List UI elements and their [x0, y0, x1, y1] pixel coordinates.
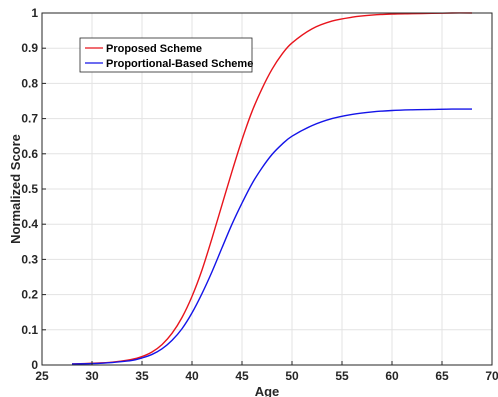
y-tick-label: 0.2 — [21, 288, 38, 302]
x-tick-label: 45 — [235, 369, 249, 383]
x-tick-label: 30 — [85, 369, 99, 383]
y-tick-label: 0 — [31, 358, 38, 372]
y-tick-label: 0.8 — [21, 76, 38, 90]
x-tick-label: 65 — [435, 369, 449, 383]
y-tick-label: 0.4 — [21, 217, 38, 231]
x-axis-title: Age — [255, 384, 280, 397]
y-tick-label: 0.9 — [21, 41, 38, 55]
y-tick-label: 0.6 — [21, 147, 38, 161]
tick-labels: 25 30 35 40 45 50 55 60 65 70 0 0.1 0.2 0.3 0.4 0.5 0.6 0… — [21, 6, 498, 383]
y-tick-label: 0.7 — [21, 112, 38, 126]
legend-label-proposed: Proposed Scheme — [106, 43, 202, 55]
x-tick-label: 50 — [285, 369, 299, 383]
y-tick-label: 0.5 — [21, 182, 38, 196]
series-line-proposed — [71, 12, 473, 365]
y-tick-label: 0.1 — [21, 323, 38, 337]
series-line-proportional — [71, 108, 473, 365]
legend: Proposed Scheme Proportional-Based Schem… — [79, 37, 253, 73]
axis-ticks — [41, 12, 493, 366]
x-tick-label: 70 — [485, 369, 498, 383]
series-layer — [71, 12, 473, 365]
y-axis-title: Normalized Score — [8, 134, 23, 244]
y-tick-label: 0.3 — [21, 252, 38, 266]
x-tick-label: 55 — [335, 369, 349, 383]
legend-label-proportional: Proportional-Based Scheme — [106, 58, 253, 70]
x-tick-label: 60 — [385, 369, 399, 383]
x-tick-label: 35 — [135, 369, 149, 383]
y-tick-label: 1 — [31, 6, 38, 20]
legend-box — [79, 37, 253, 73]
x-tick-label: 25 — [35, 369, 49, 383]
x-tick-label: 40 — [185, 369, 199, 383]
